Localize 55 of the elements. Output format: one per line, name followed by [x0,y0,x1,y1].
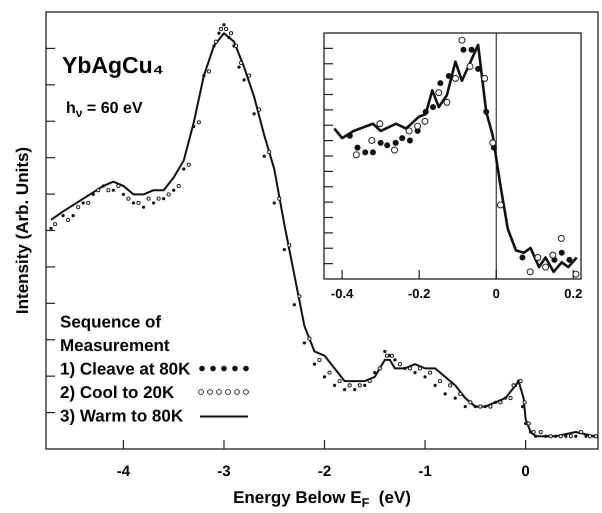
point [384,142,390,148]
legend-label: 1) Cleave at 80K [60,360,192,378]
point [549,252,556,259]
legend-title: Sequence of Measurement [60,312,170,355]
point [572,270,580,278]
point [483,108,490,115]
x-tick-label: -4 [116,463,131,480]
point [391,146,398,154]
point [468,46,475,53]
point [566,256,572,263]
point [368,137,376,144]
x-tick-label: -0.2 [408,286,430,301]
point [378,140,384,146]
point [443,98,450,106]
point [406,127,413,134]
x-tick-label: 0 [521,463,530,480]
x-tick-label: 0 [492,286,500,301]
point [362,149,368,156]
point [430,104,436,110]
point [370,149,376,156]
x-tick-label: -2 [318,463,332,480]
annotation: h$_{ν}$ = 60 eV [66,100,143,120]
point [352,151,360,158]
point [466,62,474,70]
point [558,234,565,242]
point [392,140,399,146]
annotation: YbAgCu₄ [62,52,164,78]
point [376,120,384,128]
point [437,80,444,86]
legend-label: 3) Warm to 80K [60,406,184,426]
point [354,144,361,151]
point [435,89,442,96]
point [399,135,406,142]
point [452,74,459,82]
legend-label: 2) Cool to 20K [60,383,176,402]
point [497,202,504,208]
point [422,108,429,115]
point [481,74,488,82]
x-axis-title: Energy Below E$_{F}$ (eV) [233,488,411,510]
point [414,122,422,130]
point [542,264,549,271]
point [422,118,428,125]
x-tick-label: 0.2 [564,286,582,301]
point [558,250,565,256]
point [460,46,466,53]
point [489,139,496,146]
point [406,137,413,144]
point [519,254,526,261]
x-tick-label: -1 [418,463,432,480]
point [526,268,534,276]
point [534,254,542,261]
x-tick-label: -3 [217,463,231,480]
y-axis-title: Intensity (Arb. Units) [13,146,32,314]
point [458,36,466,44]
x-tick-label: -0.4 [330,286,354,301]
